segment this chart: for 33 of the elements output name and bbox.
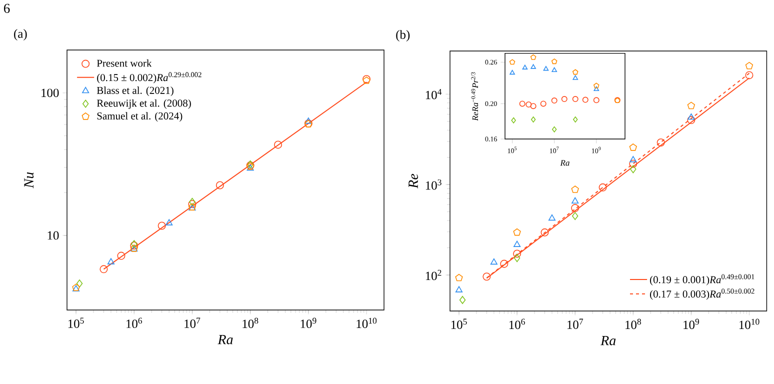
legend-label: Samuel et al. (2024)	[97, 112, 182, 122]
x-axis-title: Ra	[560, 160, 570, 166]
x-tick-label: 10$^{7}$	[568, 318, 584, 329]
legend-label: (0.17 ± 0.003)Ra$^{0.50±0.002}$	[650, 288, 754, 300]
y-tick-label: 10$^{3}$	[426, 179, 442, 190]
x-tick-label: 10$^{10}$	[739, 318, 760, 330]
legend-label: Reeuwijk et al. (2008)	[96, 99, 191, 109]
legend-label: (0.15 ± 0.002)Ra$^{0.29±0.002}$	[97, 72, 202, 84]
y-tick-label: 10$^{2}$	[426, 270, 442, 280]
x-tick-label: 10$^{10}$	[356, 318, 377, 328]
legend-label: Present work	[96, 59, 152, 67]
legend-label: Blass et al. (2021)	[96, 86, 174, 96]
x-tick-label: 10$^{6}$	[126, 318, 142, 328]
y-tick-label: 100	[42, 88, 59, 98]
legend-label: (0.19 ± 0.001)Ra$^{0.49±0.001}$	[650, 274, 754, 286]
y-tick-label: 10$^{4}$	[426, 89, 442, 100]
x-axis-title: Ra	[218, 334, 233, 344]
x-tick-label: 10$^{9}$	[684, 318, 700, 330]
y-axis-title: ReRa$^{−0.49}$Pr$^{2/3}$	[471, 72, 478, 121]
x-tick-label: 10$^{9}$	[300, 318, 316, 328]
chart-title: (a)	[14, 29, 27, 40]
y-axis-title: Re	[408, 174, 418, 188]
chart-title: (b)	[396, 30, 410, 42]
x-tick-label: 10$^{8}$	[626, 318, 641, 330]
y-axis-title: Nu	[24, 172, 34, 188]
x-tick-label: 10$^{8}$	[242, 318, 258, 328]
x-axis-title: Ra	[600, 336, 616, 346]
text: 6	[4, 4, 10, 13]
x-tick-label: 10$^{6}$	[509, 318, 525, 330]
y-tick-label: 10	[48, 231, 59, 240]
x-tick-label: 10$^{7}$	[184, 318, 200, 328]
x-tick-label: 10$^{5}$	[451, 318, 467, 329]
x-tick-label: 10$^{5}$	[68, 318, 84, 328]
